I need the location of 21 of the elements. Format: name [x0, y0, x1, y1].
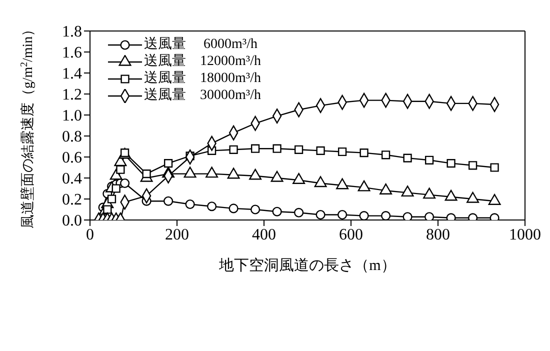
y-tick-label: 0.2: [62, 192, 82, 209]
x-tick-label: 200: [165, 226, 189, 244]
y-tick-label: 0.6: [62, 150, 82, 167]
y-tick-label: 0.4: [62, 170, 82, 188]
y-tick-label: 1.0: [62, 108, 82, 125]
x-tick-label: 1000: [509, 226, 541, 244]
x-axis-title: 地下空洞風道の長さ（m）: [218, 257, 396, 274]
legend-label: 送風量 12000m³/h: [144, 53, 261, 70]
x-tick-label: 800: [426, 226, 450, 244]
y-tick-label: 1.2: [62, 86, 82, 104]
legend-label: 送風量 6000m³/h: [144, 36, 258, 53]
y-tick-label: 1.6: [62, 44, 82, 62]
y-tick-label: 1.4: [62, 66, 82, 83]
x-tick-label: 400: [252, 226, 276, 244]
y-tick-label: 0.0: [62, 212, 82, 230]
legend-label: 送風量 30000m³/h: [144, 87, 261, 104]
x-tick-label: 600: [339, 226, 363, 244]
y-tick-label: 0.8: [62, 128, 82, 146]
y-tick-label: 1.8: [62, 24, 82, 41]
legend-label: 送風量 18000m³/h: [144, 70, 261, 87]
x-tick-label: 0: [86, 226, 94, 244]
